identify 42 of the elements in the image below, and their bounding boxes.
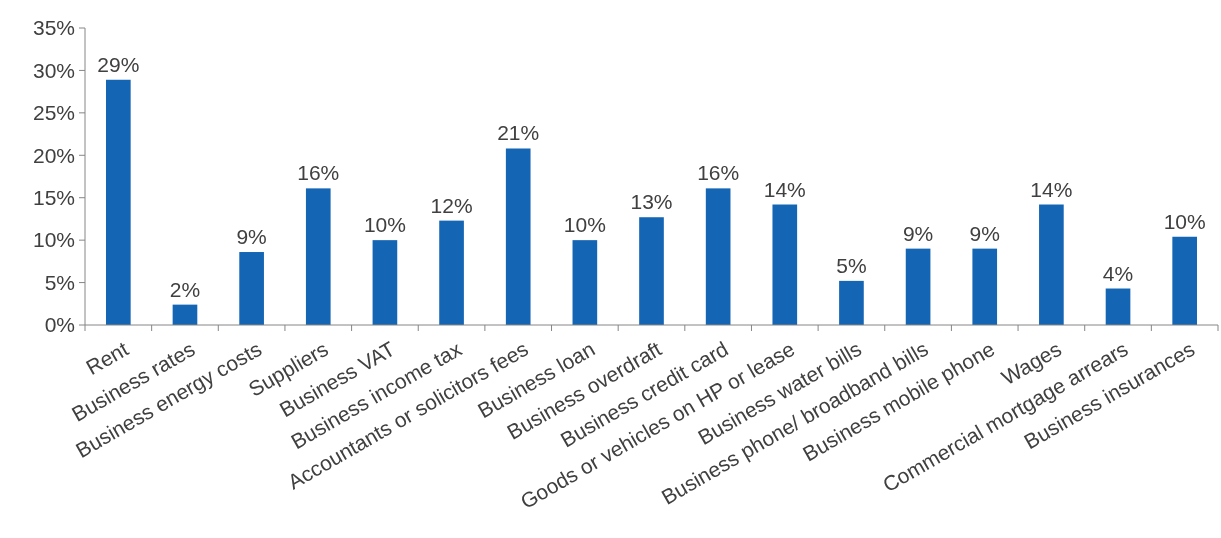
- bar: [305, 188, 331, 325]
- bar: [639, 217, 664, 325]
- y-tick-label: 30%: [32, 58, 75, 82]
- bar: [1172, 236, 1198, 325]
- bar: [1039, 204, 1064, 325]
- y-tick-label: 35%: [32, 16, 75, 40]
- bar: [505, 148, 531, 325]
- data-label: 14%: [763, 177, 806, 201]
- data-label: 13%: [630, 190, 673, 214]
- y-tick-label: 5%: [44, 270, 75, 294]
- data-label: 2%: [169, 277, 201, 301]
- data-label: 10%: [363, 213, 406, 237]
- data-label: 29%: [97, 52, 140, 76]
- data-label: 12%: [430, 193, 473, 217]
- bar: [839, 280, 864, 325]
- bar: [572, 240, 598, 325]
- bar: [105, 79, 131, 325]
- data-label: 14%: [1030, 177, 1073, 201]
- y-tick-label: 10%: [32, 228, 75, 252]
- bar: [772, 204, 798, 325]
- data-label: 16%: [697, 161, 740, 185]
- bar: [172, 304, 198, 325]
- y-tick-label: 25%: [32, 101, 75, 125]
- bar: [905, 248, 931, 325]
- data-label: 21%: [497, 121, 540, 145]
- bar: [972, 248, 998, 325]
- data-label: 10%: [1163, 209, 1206, 233]
- bar: [705, 188, 731, 325]
- data-label: 16%: [297, 161, 340, 185]
- y-tick-label: 15%: [32, 186, 75, 210]
- bar: [1105, 288, 1131, 325]
- data-label: 9%: [236, 225, 267, 249]
- bar: [372, 240, 398, 325]
- data-label: 5%: [836, 253, 867, 277]
- bar: [239, 252, 264, 325]
- data-label: 10%: [563, 213, 606, 237]
- data-label: 9%: [969, 221, 1000, 245]
- y-tick-label: 0%: [44, 313, 75, 337]
- bar: [439, 220, 464, 325]
- y-tick-label: 20%: [32, 143, 75, 167]
- data-label: 9%: [902, 221, 934, 245]
- data-label: 4%: [1102, 261, 1134, 285]
